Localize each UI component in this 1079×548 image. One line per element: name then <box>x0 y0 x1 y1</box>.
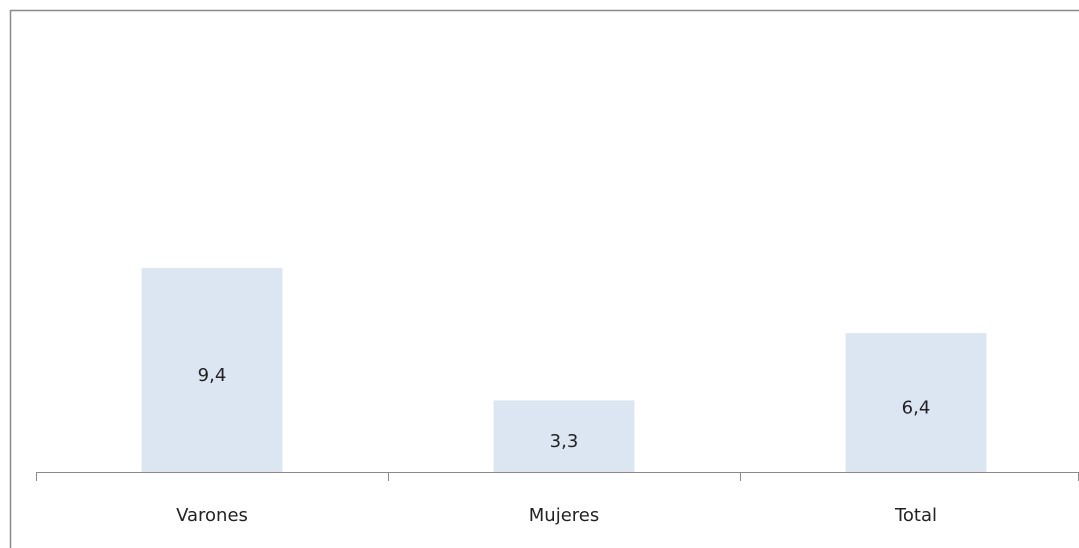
value-label: 6,4 <box>902 398 931 419</box>
value-label: 3,3 <box>550 431 579 452</box>
bar <box>141 268 283 472</box>
x-tick-label: Total <box>894 505 937 526</box>
bar <box>493 400 635 472</box>
value-label: 9,4 <box>198 365 227 386</box>
bar <box>845 333 987 472</box>
x-tick-label: Varones <box>176 505 248 526</box>
x-tick-label: Mujeres <box>529 505 599 526</box>
